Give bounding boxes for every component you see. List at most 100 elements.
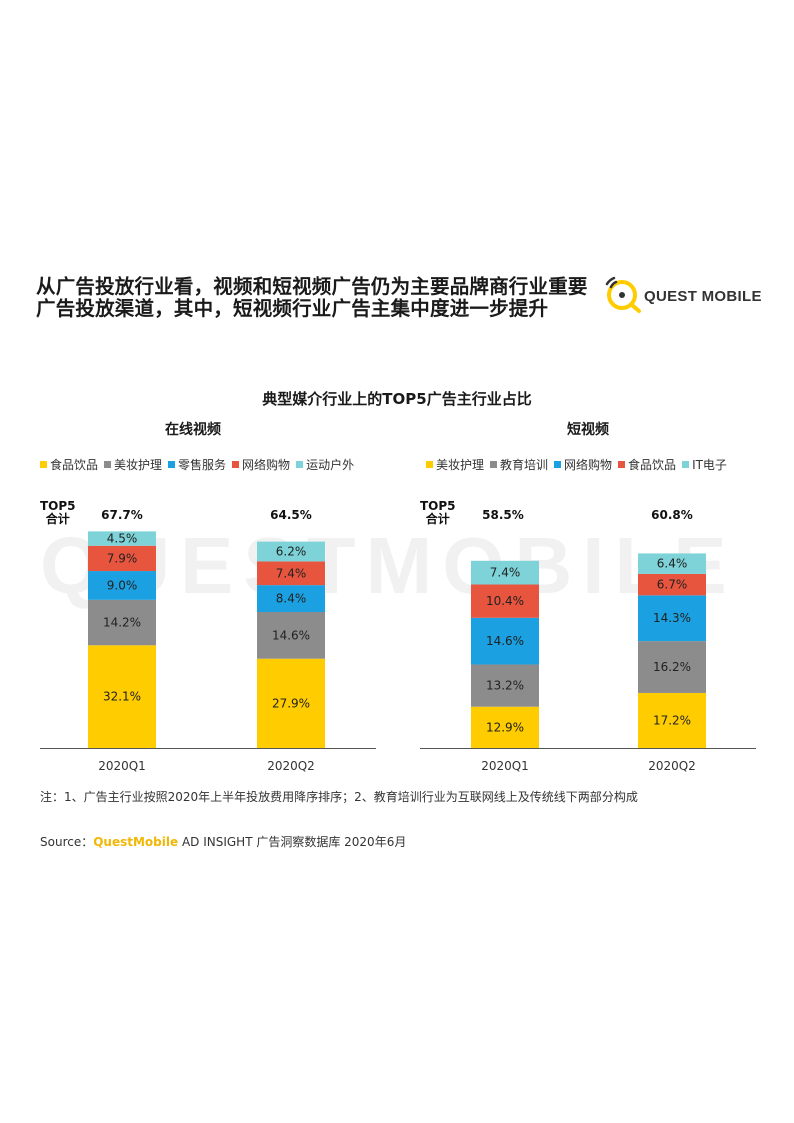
bar-data-label: 17.2% bbox=[653, 713, 691, 727]
legend-swatch bbox=[296, 461, 304, 468]
chart-1-total-q1: 67.7% bbox=[101, 508, 143, 522]
legend-label: 美妆护理 bbox=[114, 458, 163, 472]
bar-data-label: 6.2% bbox=[276, 545, 307, 559]
legend-swatch bbox=[40, 461, 47, 468]
bar-data-label: 4.5% bbox=[107, 532, 138, 546]
bar-data-label: 14.2% bbox=[103, 616, 141, 630]
legend-swatch bbox=[104, 461, 112, 468]
bar-segment bbox=[88, 531, 156, 546]
total-label-line-2: 合计 bbox=[425, 512, 450, 526]
total-label-line-1: TOP5 bbox=[40, 499, 76, 513]
bar-segment bbox=[471, 560, 539, 585]
bar-data-label: 6.7% bbox=[657, 578, 688, 592]
bar-segment bbox=[638, 553, 706, 574]
bar-segment bbox=[88, 545, 156, 572]
bar-segment bbox=[257, 612, 325, 659]
legend-label: 零售服务 bbox=[178, 458, 227, 472]
legend-label: 美妆护理 bbox=[436, 458, 485, 472]
bar-segment bbox=[257, 541, 325, 562]
bar-data-label: 13.2% bbox=[486, 679, 524, 693]
legend-swatch bbox=[554, 461, 562, 468]
bar-segment bbox=[257, 658, 325, 748]
chart-1-legend: 食品饮品 美妆护理 零售服务 网络购物 运动户外 bbox=[40, 456, 354, 473]
footnote: 注：1、广告主行业按照2020年上半年投放费用降序排序；2、教育培训行业为互联网… bbox=[40, 790, 638, 804]
bar-segment bbox=[638, 641, 706, 693]
bar-data-label: 16.2% bbox=[653, 660, 691, 674]
chart-1-total-q2: 64.5% bbox=[270, 508, 312, 522]
legend-item: 美妆护理 bbox=[104, 456, 162, 473]
legend-item: 网络购物 bbox=[554, 456, 612, 473]
chart-2-title: 短视频 bbox=[567, 422, 609, 438]
bar-data-label: 7.4% bbox=[490, 566, 521, 580]
legend-label: 教育培训 bbox=[500, 458, 549, 472]
legend-item: IT电子 bbox=[682, 456, 727, 473]
legend-item: 运动户外 bbox=[296, 456, 354, 473]
source-line: Source：QuestMobile AD INSIGHT 广告洞察数据库 20… bbox=[40, 833, 406, 850]
bar-segment bbox=[88, 571, 156, 600]
bar-data-label: 32.1% bbox=[103, 690, 141, 704]
bar-segment bbox=[471, 664, 539, 707]
legend-swatch bbox=[168, 461, 176, 468]
x-tick-label: 2020Q1 bbox=[481, 759, 529, 773]
legend-label: 网络购物 bbox=[564, 458, 613, 472]
chart-title: 典型媒介行业上的TOP5广告主行业占比 bbox=[262, 390, 532, 408]
quest-mobile-logo-icon bbox=[605, 276, 641, 313]
headline-line-2: 广告投放渠道，其中，短视频行业广告主集中度进一步提升 bbox=[36, 297, 549, 320]
chart-2-total-q2: 60.8% bbox=[651, 508, 693, 522]
legend-item: 教育培训 bbox=[490, 456, 548, 473]
chart-1-title: 在线视频 bbox=[165, 422, 221, 438]
total-label-line-2: 合计 bbox=[45, 512, 70, 526]
chart-2-legend: 美妆护理 教育培训 网络购物 食品饮品 IT电子 bbox=[426, 456, 727, 473]
legend-label: 运动户外 bbox=[306, 458, 355, 472]
x-tick-label: 2020Q1 bbox=[98, 759, 146, 773]
bar-segment bbox=[471, 584, 539, 618]
bar-segment bbox=[638, 595, 706, 642]
chart-1-total-label: TOP5 合计 bbox=[40, 500, 76, 526]
logo-text: QUEST MOBILE bbox=[644, 288, 762, 305]
legend-item: 美妆护理 bbox=[426, 456, 484, 473]
bar-segment bbox=[638, 573, 706, 596]
bar-data-label: 8.4% bbox=[276, 592, 307, 606]
bar-data-label: 12.9% bbox=[486, 720, 524, 734]
bar-data-label: 6.4% bbox=[657, 557, 688, 571]
legend-label: IT电子 bbox=[692, 458, 727, 472]
bar-segment bbox=[257, 585, 325, 612]
bar-data-label: 7.9% bbox=[107, 551, 138, 565]
legend-item: 食品饮品 bbox=[618, 456, 676, 473]
bar-segment bbox=[471, 617, 539, 665]
bar-data-label: 14.6% bbox=[486, 634, 524, 648]
chart-2-total-q1: 58.5% bbox=[482, 508, 524, 522]
quest-mobile-logo: QUEST MOBILE bbox=[602, 274, 762, 314]
bar-data-label: 9.0% bbox=[107, 578, 138, 592]
legend-item: 网络购物 bbox=[232, 456, 290, 473]
legend-swatch bbox=[618, 461, 626, 468]
bar-data-label: 14.3% bbox=[653, 611, 691, 625]
source-brand: QuestMobile bbox=[93, 835, 179, 849]
legend-swatch bbox=[490, 461, 498, 468]
legend-label: 食品饮品 bbox=[50, 458, 99, 472]
legend-item: 零售服务 bbox=[168, 456, 226, 473]
bar-data-label: 10.4% bbox=[486, 594, 524, 608]
bar-data-label: 27.9% bbox=[272, 696, 310, 710]
stacked-bar-charts: 32.1% 14.2% 9.0% 7.9% 4.5% 2020Q1 27.9% 14.6% 8.… bbox=[40, 531, 756, 773]
legend-label: 食品饮品 bbox=[628, 458, 677, 472]
source-prefix: Source： bbox=[40, 835, 94, 849]
bar-segment bbox=[471, 706, 539, 748]
headline: 从广告投放行业看，视频和短视频广告仍为主要品牌商行业重要 广告投放渠道，其中，短… bbox=[36, 276, 606, 320]
x-tick-label: 2020Q2 bbox=[648, 759, 696, 773]
x-tick-label: 2020Q2 bbox=[267, 759, 315, 773]
bar-segment bbox=[638, 692, 706, 748]
legend-swatch bbox=[426, 461, 433, 468]
legend-label: 网络购物 bbox=[242, 458, 291, 472]
total-label-line-1: TOP5 bbox=[420, 499, 456, 513]
bar-segment bbox=[88, 599, 156, 646]
bar-segment bbox=[257, 561, 325, 586]
chart-2-total-label: TOP5 合计 bbox=[420, 500, 456, 526]
bar-segment bbox=[88, 645, 156, 748]
legend-swatch bbox=[682, 461, 690, 468]
legend-swatch bbox=[232, 461, 240, 468]
headline-line-1: 从广告投放行业看，视频和短视频广告仍为主要品牌商行业重要 bbox=[36, 275, 588, 298]
source-rest: AD INSIGHT 广告洞察数据库 2020年6月 bbox=[178, 835, 407, 849]
legend-item: 食品饮品 bbox=[40, 456, 98, 473]
bar-data-label: 7.4% bbox=[276, 566, 307, 580]
